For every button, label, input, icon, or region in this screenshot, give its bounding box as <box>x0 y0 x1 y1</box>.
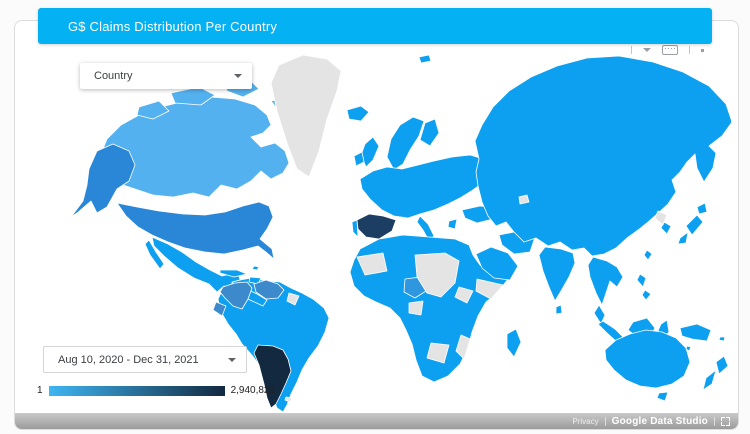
attribution-bar: Privacy Google Data Studio <box>15 413 738 429</box>
report-title: G$ Claims Distribution Per Country <box>68 18 278 34</box>
region-asia-mainland[interactable] <box>474 55 731 257</box>
color-legend: 1 2,940,822 <box>37 385 275 396</box>
country-japan-kyushu[interactable] <box>677 231 689 245</box>
country-finland[interactable] <box>419 118 440 147</box>
footer-divider <box>604 416 606 426</box>
country-somalia[interactable] <box>475 278 504 300</box>
country-suriname[interactable] <box>286 292 300 306</box>
country-south-korea[interactable] <box>660 221 672 235</box>
google-data-studio-link[interactable]: Google Data Studio <box>611 415 708 427</box>
country-mexico[interactable] <box>151 236 241 293</box>
legend-max-label: 2,940,822 <box>230 385 276 396</box>
country-greece[interactable] <box>447 218 458 230</box>
region-indochina[interactable] <box>587 256 624 306</box>
country-iceland[interactable] <box>346 105 370 122</box>
country-south-sudan[interactable] <box>454 286 474 304</box>
country-vanuatu[interactable] <box>685 345 692 352</box>
date-range-control[interactable]: Aug 10, 2020 - Dec 31, 2021 <box>43 346 247 373</box>
country-argentina[interactable] <box>253 344 292 409</box>
country-congo-gabon[interactable] <box>408 300 424 316</box>
country-united-states[interactable] <box>116 201 275 260</box>
chart-toolbar <box>631 45 704 55</box>
country-japan-honshu[interactable] <box>685 214 704 236</box>
map-region-base-countries[interactable] <box>144 54 731 413</box>
region-arabia[interactable] <box>475 246 519 281</box>
world-choropleth-map[interactable] <box>21 41 731 416</box>
fullscreen-icon[interactable] <box>721 416 730 426</box>
report-header: G$ Claims Distribution Per Country <box>38 8 712 44</box>
country-western-sahara-mauritania[interactable] <box>356 252 388 276</box>
country-svalbard[interactable] <box>418 54 432 64</box>
map-region-united-states[interactable] <box>70 143 275 260</box>
caret-down-icon[interactable] <box>643 48 651 52</box>
keyboard-icon[interactable] <box>662 45 678 55</box>
country-dropdown-label: Country <box>94 70 133 82</box>
country-botswana-zimbabwe[interactable] <box>426 342 450 364</box>
country-taiwan[interactable] <box>643 249 653 261</box>
country-philippines-south[interactable] <box>641 289 652 301</box>
country-india[interactable] <box>538 246 576 302</box>
country-sri-lanka[interactable] <box>555 304 563 315</box>
country-australia[interactable] <box>604 329 691 389</box>
chevron-down-icon <box>234 74 242 78</box>
legend-gradient-bar <box>48 385 225 396</box>
report-card: Country Aug 10, 2020 - Dec 31, 2021 1 2,… <box>14 20 739 430</box>
country-mozambique[interactable] <box>455 334 471 360</box>
country-new-zealand-north[interactable] <box>715 355 729 375</box>
more-icon[interactable] <box>701 48 704 52</box>
country-ecuador[interactable] <box>212 301 227 317</box>
country-baja[interactable] <box>144 239 165 270</box>
country-portugal[interactable] <box>351 219 359 238</box>
toolbar-divider <box>631 46 632 54</box>
chevron-down-icon <box>228 357 236 362</box>
country-greenland[interactable] <box>270 54 342 178</box>
country-south-america-base[interactable] <box>217 277 330 413</box>
country-madagascar[interactable] <box>506 328 522 358</box>
footer-divider <box>714 416 715 426</box>
country-bahamas[interactable] <box>251 265 260 271</box>
legend-min-label: 1 <box>37 385 43 396</box>
country-colombia[interactable] <box>219 281 253 310</box>
privacy-link[interactable]: Privacy <box>572 416 599 426</box>
date-range-label: Aug 10, 2020 - Dec 31, 2021 <box>58 353 199 366</box>
country-ireland[interactable] <box>353 151 365 167</box>
country-fiji[interactable] <box>718 336 726 342</box>
country-falkland-islands[interactable] <box>284 396 293 403</box>
map-region-medium-countries[interactable] <box>212 279 285 317</box>
country-niger-chad-car[interactable] <box>414 252 460 298</box>
toolbar-divider <box>689 46 690 54</box>
country-new-zealand-south[interactable] <box>702 369 717 391</box>
region-scandinavia[interactable] <box>386 116 425 171</box>
country-spain[interactable] <box>356 213 397 240</box>
country-new-guinea[interactable] <box>679 323 712 342</box>
map-region-no-data-countries[interactable] <box>270 54 668 403</box>
country-alaska[interactable] <box>70 143 136 218</box>
canada-arctic-island-3[interactable] <box>136 100 170 120</box>
country-venezuela[interactable] <box>253 279 285 300</box>
country-dimension-dropdown[interactable]: Country <box>80 63 252 89</box>
country-japan-hokkaido[interactable] <box>696 202 708 215</box>
country-cuba[interactable] <box>219 269 248 278</box>
country-central-asia-small[interactable] <box>518 194 530 205</box>
country-philippines[interactable] <box>636 273 647 288</box>
country-north-korea[interactable] <box>654 210 668 226</box>
country-tasmania[interactable] <box>656 391 669 402</box>
